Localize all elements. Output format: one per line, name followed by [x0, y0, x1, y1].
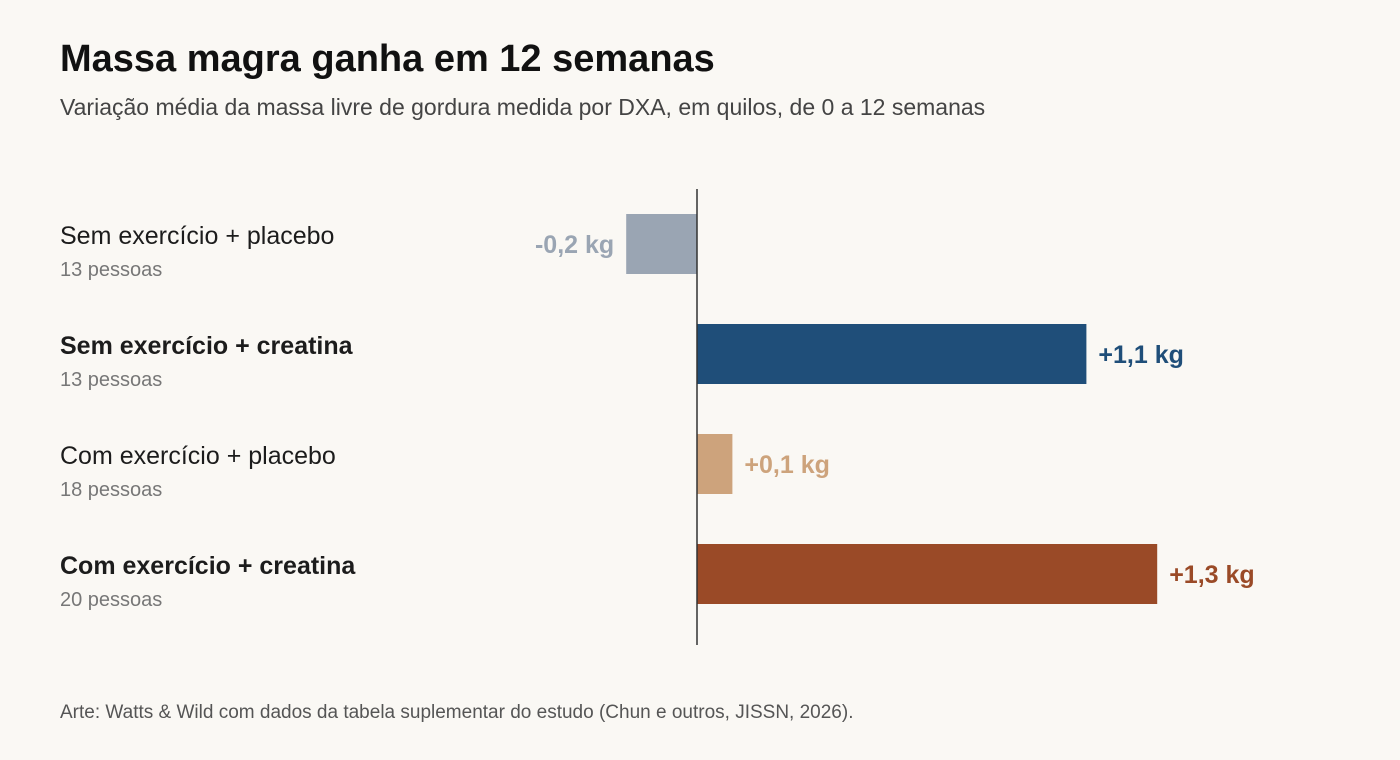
bar	[626, 214, 697, 274]
value-label: +0,1 kg	[744, 451, 829, 479]
value-label: -0,2 kg	[535, 231, 614, 259]
sample-size-label: 18 pessoas	[60, 479, 162, 501]
sample-size-label: 13 pessoas	[60, 369, 162, 391]
chart-subtitle: Variação média da massa livre de gordura…	[60, 94, 986, 120]
category-label: Com exercício + creatina	[60, 552, 356, 580]
bar	[697, 544, 1158, 604]
category-label: Sem exercício + placebo	[60, 222, 334, 250]
category-label: Com exercício + placebo	[60, 442, 336, 470]
sample-size-label: 20 pessoas	[60, 589, 162, 611]
source-credit: Arte: Watts & Wild com dados da tabela s…	[60, 702, 854, 723]
value-label: +1,3 kg	[1169, 561, 1254, 589]
category-label: Sem exercício + creatina	[60, 332, 354, 360]
chart-title: Massa magra ganha em 12 semanas	[60, 38, 715, 80]
value-label: +1,1 kg	[1098, 341, 1183, 369]
sample-size-label: 13 pessoas	[60, 259, 162, 281]
bar	[697, 434, 733, 494]
bar	[697, 324, 1087, 384]
